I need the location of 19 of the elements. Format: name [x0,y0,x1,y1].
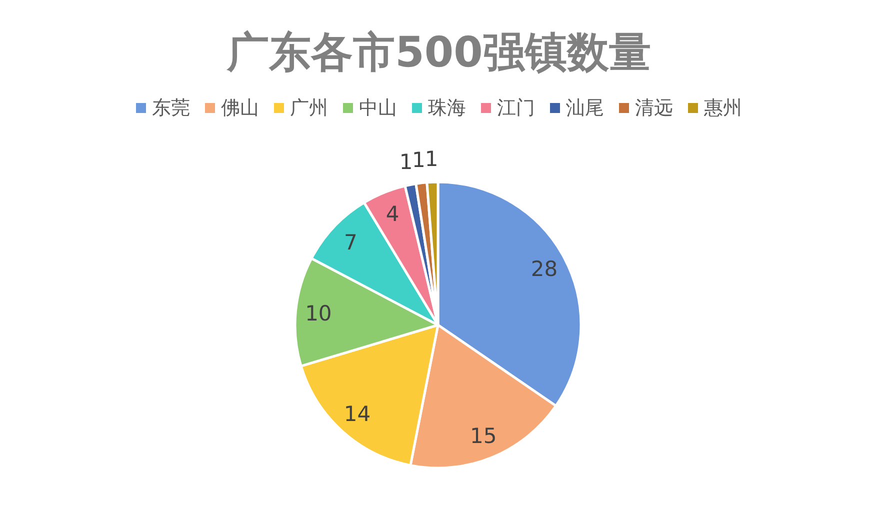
legend-label: 珠海 [428,97,466,119]
legend-label: 中山 [359,97,397,119]
data-label: 15 [470,424,497,448]
data-label: 4 [386,202,400,226]
legend-label: 广州 [290,97,328,119]
data-label: 28 [530,257,558,282]
legend-label: 清远 [635,97,673,119]
data-label: 1 [412,148,426,172]
data-label: 14 [344,402,371,426]
data-label: 1 [399,150,413,174]
data-label: 7 [344,230,358,255]
legend-label: 佛山 [221,97,259,119]
data-label: 1 [424,147,438,172]
legend-label: 惠州 [704,97,742,119]
legend-label: 汕尾 [566,97,604,119]
legend-label: 东莞 [152,97,190,119]
legend-label: 江门 [497,97,535,119]
data-label: 10 [305,301,332,326]
title: 广东各市500强镇数量 [227,28,651,76]
